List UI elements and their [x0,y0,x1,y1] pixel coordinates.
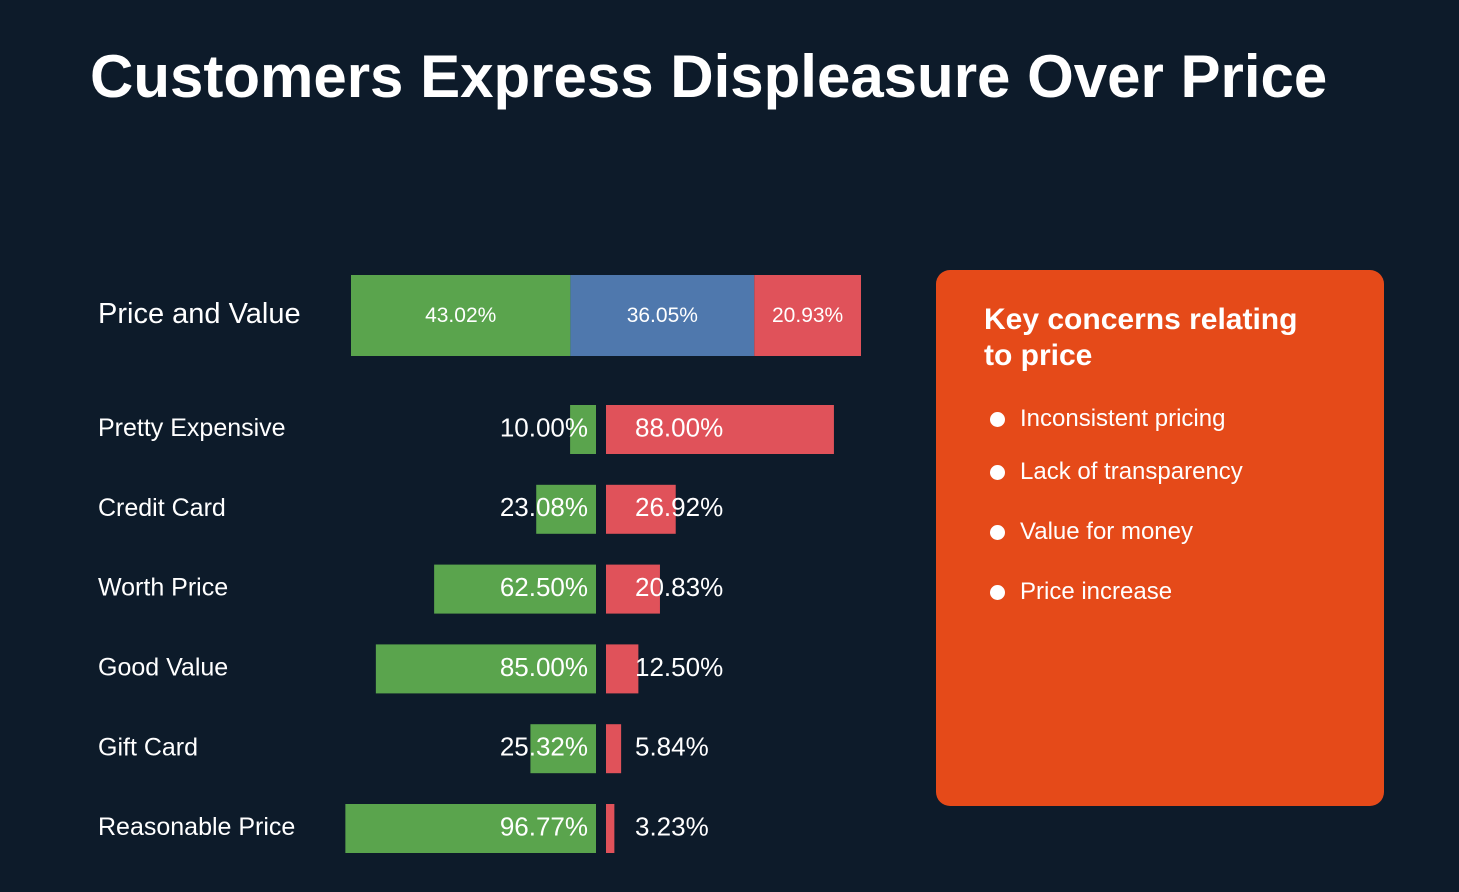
summary-segment-bar [754,275,861,356]
positive-bar [345,804,596,853]
price-sentiment-chart: Price and Value 43.02% 36.05% 20.93% Pretty … [98,275,861,853]
bullet-icon [990,464,1005,480]
summary-segment-label: 43.02% [425,304,496,327]
category-label-pretty-expensive: Pretty Expensive [98,414,286,442]
list-item: Value for money [984,502,1336,562]
positive-bar [375,644,596,694]
positive-value-label: 96.77% [500,811,588,841]
positive-bar [434,564,596,614]
concerns-list: Inconsistent pricing Lack of transparenc… [984,396,1336,622]
positive-value-label: 23.08% [500,492,588,522]
summary-segment-bar [351,275,571,356]
negative-bar [606,405,834,454]
negative-value-label: 88.00% [635,412,723,442]
negative-value-label: 26.92% [635,492,723,522]
summary-segment-bar [570,275,755,356]
concern-label: Price increase [1020,578,1173,605]
summary-category-label: Price and Value [98,298,301,330]
category-label-credit-card: Credit Card [98,494,226,522]
bullet-icon [990,524,1005,540]
category-label-reasonable-price: Reasonable Price [98,813,295,841]
category-label-good-value: Good Value [98,654,228,682]
negative-bar [606,724,622,774]
concern-label: Value for money [1020,518,1193,545]
positive-value-label: 10.00% [500,412,588,442]
negative-value-label: 5.84% [635,732,709,762]
list-item: Lack of transparency [984,442,1336,502]
panel-title: Key concerns relating to price [984,303,1298,372]
negative-value-label: 3.23% [635,811,709,841]
negative-value-label: 12.50% [635,652,723,682]
list-item: Inconsistent pricing [984,396,1336,442]
negative-bar [606,484,676,534]
negative-value-label: 20.83% [635,572,723,602]
positive-value-label: 62.50% [500,572,588,602]
concern-label: Inconsistent pricing [1020,405,1226,432]
negative-bar [606,564,660,614]
category-label-gift-card: Gift Card [98,733,198,761]
bullet-icon [990,584,1005,600]
category-label-worth-price: Worth Price [98,574,228,602]
key-concerns-panel: Key concerns relating to price Inconsist… [936,270,1384,806]
positive-bar [530,724,596,774]
summary-segment-label: 36.05% [627,304,698,327]
concern-label: Lack of transparency [1020,458,1243,485]
negative-bar [606,644,639,694]
bullet-icon [990,411,1005,427]
list-item: Price increase [984,562,1336,622]
positive-value-label: 25.32% [500,732,588,762]
positive-bar [536,484,596,534]
positive-value-label: 85.00% [500,652,588,682]
summary-segment-label: 20.93% [772,304,843,327]
positive-bar [570,405,596,454]
negative-bar [606,804,615,853]
page-title: Customers Express Displeasure Over Price [90,43,1328,110]
